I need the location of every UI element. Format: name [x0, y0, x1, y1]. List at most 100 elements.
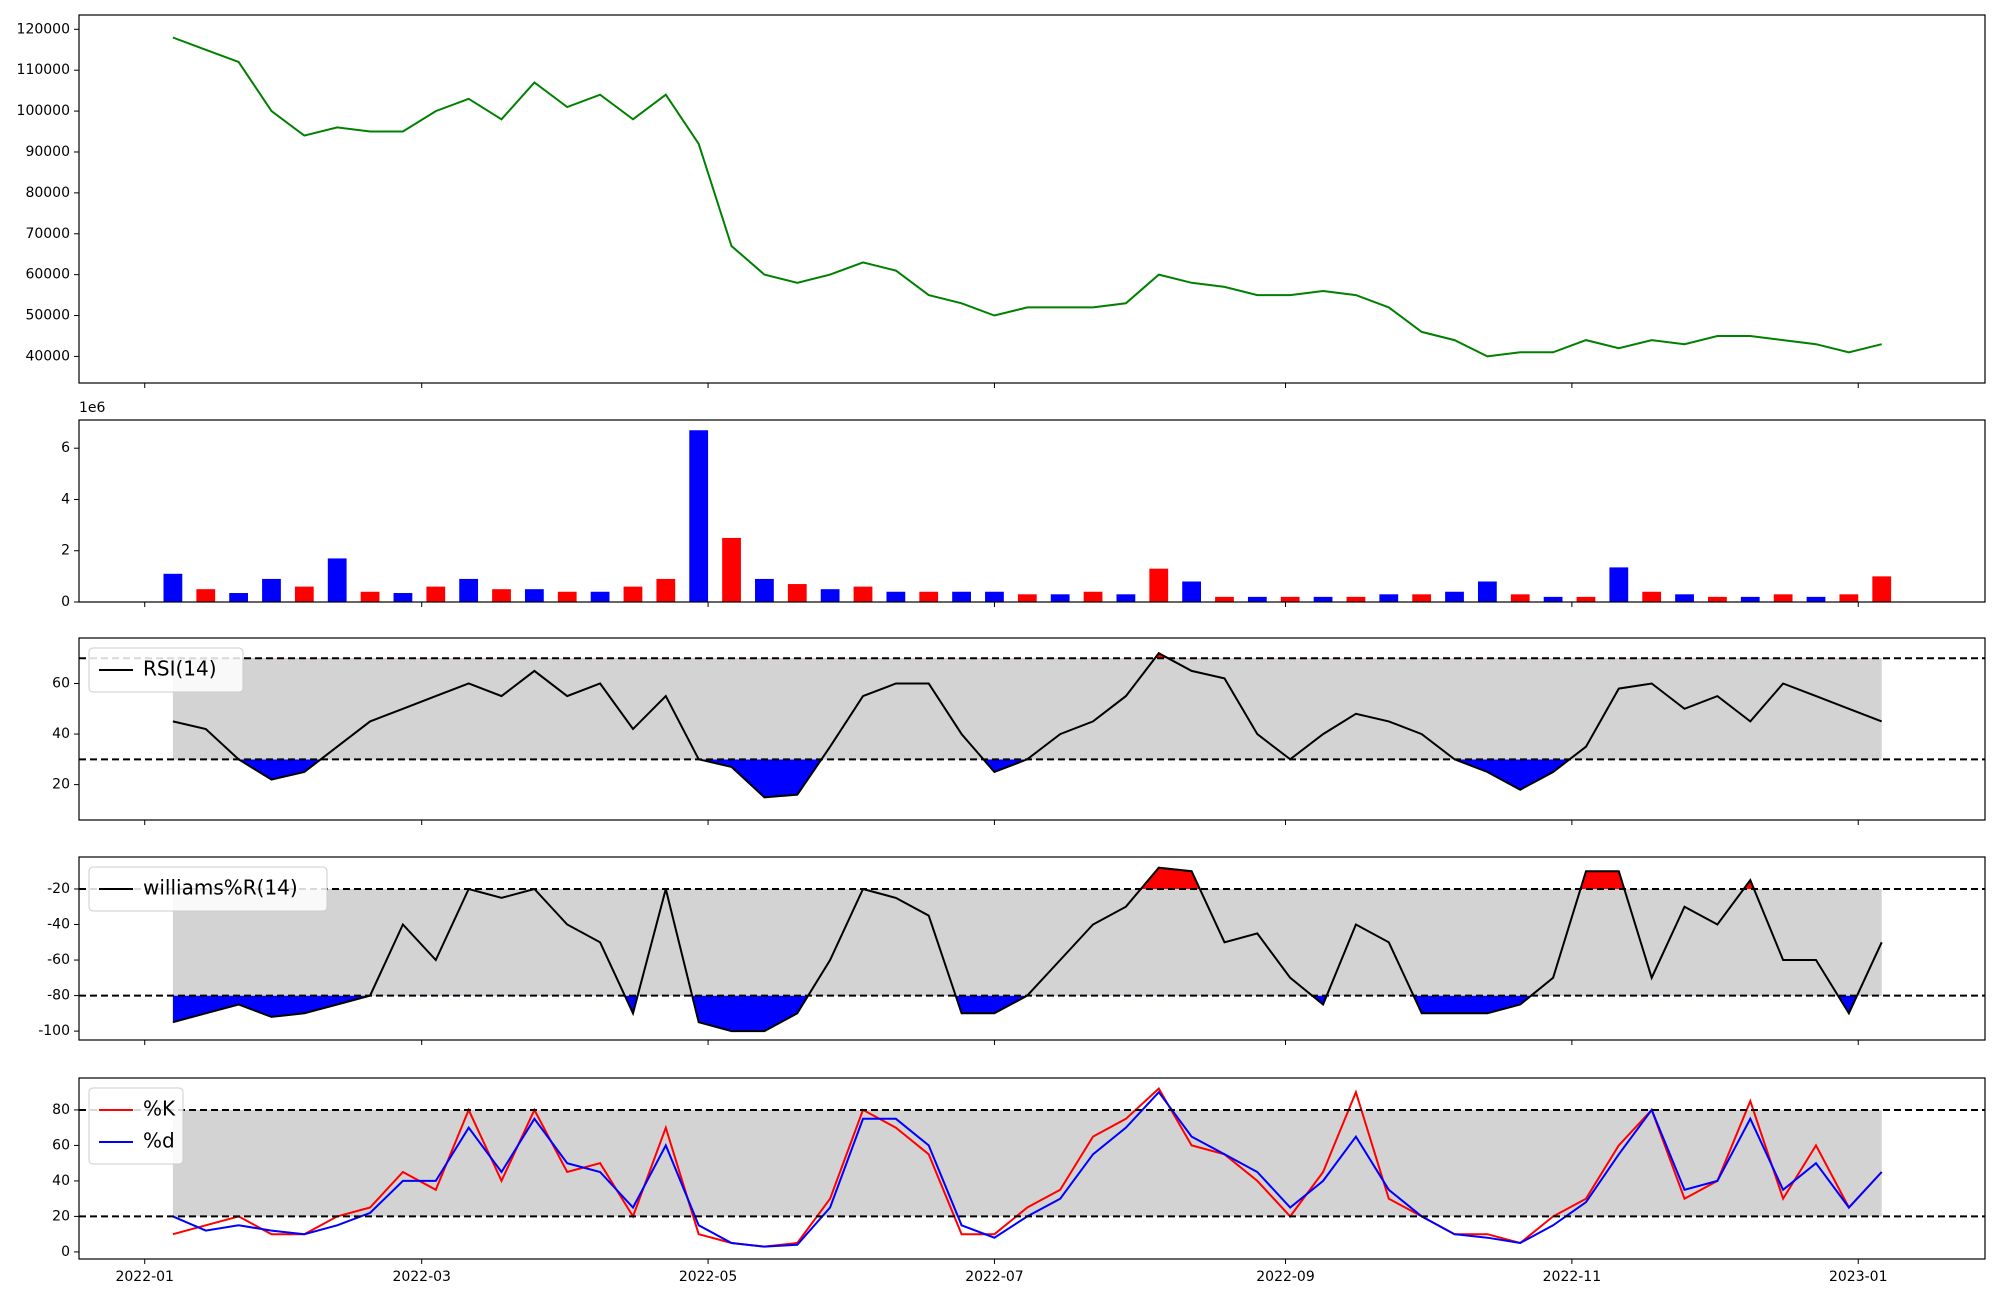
offset-label: 1e6	[79, 400, 106, 416]
legend-label: %d	[143, 1129, 175, 1153]
legend-label: williams%R(14)	[143, 876, 298, 900]
volume-bar	[294, 586, 314, 602]
x-tick-label: 2022-09	[1256, 1269, 1315, 1285]
volume-bar	[196, 589, 216, 602]
volume-bar	[1017, 594, 1037, 602]
y-tick-label: 0	[61, 594, 70, 610]
volume-bar	[1313, 596, 1333, 602]
volume-bar	[393, 593, 413, 602]
volume-bar	[1609, 567, 1629, 602]
volume-bar	[229, 593, 249, 602]
legend-box	[88, 1087, 184, 1165]
volume-bar	[1083, 591, 1103, 602]
volume-bar	[1806, 596, 1826, 602]
volume-bar	[1215, 596, 1234, 602]
panel-frame	[78, 856, 1986, 1041]
volume-bar	[1050, 594, 1070, 602]
volume-bar	[787, 584, 807, 602]
volume-bar	[163, 573, 183, 602]
panel-frame	[78, 419, 1986, 603]
y-tick-label: 40	[52, 1173, 70, 1189]
volume-bar	[853, 586, 873, 602]
y-tick-label: 110000	[17, 62, 70, 78]
volume-bar	[820, 589, 840, 602]
y-tick-label: -20	[47, 881, 70, 897]
panel-frame	[78, 1077, 1986, 1260]
volume-bar	[1872, 576, 1892, 602]
y-tick-label: -40	[47, 917, 70, 933]
legend-box	[88, 866, 328, 912]
volume-bar	[1247, 596, 1267, 602]
volume-bar	[492, 589, 511, 602]
y-tick-label: 6	[61, 440, 70, 456]
volume-bar	[590, 591, 610, 602]
volume-bar	[1543, 596, 1563, 602]
volume-bar	[919, 591, 939, 602]
y-tick-label: 60	[52, 676, 70, 692]
y-tick-label: 70000	[25, 226, 70, 242]
x-tick-label: 2022-01	[115, 1269, 174, 1285]
y-tick-label: 20	[52, 777, 70, 793]
y-tick-label: 40000	[25, 348, 70, 364]
y-tick-label: -80	[47, 988, 70, 1004]
volume-bar	[985, 591, 1004, 602]
y-tick-label: 60000	[25, 267, 70, 283]
y-tick-label: 80	[52, 1102, 70, 1118]
volume-bar	[1149, 568, 1169, 602]
volume-bar	[1477, 581, 1497, 602]
volume-bar	[1379, 594, 1399, 602]
volume-bar	[459, 578, 479, 602]
volume-bar	[1675, 594, 1694, 602]
volume-bar	[1740, 596, 1760, 602]
volume-bar	[262, 578, 281, 602]
volume-bar	[952, 591, 971, 602]
volume-bar	[656, 578, 676, 602]
band	[172, 888, 1882, 996]
volume-bar	[1576, 596, 1596, 602]
legend-label: %K	[143, 1097, 176, 1121]
volume-bar	[755, 578, 774, 602]
y-tick-label: 90000	[25, 144, 70, 160]
y-tick-label: 100000	[17, 103, 70, 119]
volume-bar	[1182, 581, 1202, 602]
y-tick-label: 0	[61, 1244, 70, 1260]
y-tick-label: 50000	[25, 308, 70, 324]
line	[172, 1087, 1883, 1248]
volume-bar	[1510, 594, 1530, 602]
y-tick-label: 60	[52, 1137, 70, 1153]
panel-frame	[78, 14, 1986, 384]
volume-bar	[524, 589, 544, 602]
y-tick-label: 4	[61, 491, 70, 507]
volume-bar	[557, 591, 577, 602]
line	[172, 36, 1882, 358]
x-tick-label: 2022-05	[679, 1269, 738, 1285]
volume-bar	[426, 586, 446, 602]
volume-bar	[327, 558, 347, 602]
fill-below	[172, 995, 1882, 1032]
volume-bar	[722, 537, 741, 602]
panel-frame	[78, 637, 1986, 821]
x-tick-label: 2022-07	[965, 1269, 1024, 1285]
x-tick-label: 2023-01	[1829, 1269, 1888, 1285]
x-tick-label: 2022-11	[1543, 1269, 1602, 1285]
y-tick-label: 20	[52, 1208, 70, 1224]
legend-box	[88, 647, 244, 693]
y-tick-label: -60	[47, 952, 70, 968]
volume-bar	[623, 586, 643, 602]
y-tick-label: 80000	[25, 185, 70, 201]
legend-label: RSI(14)	[143, 657, 217, 681]
fill-above	[1140, 867, 1754, 889]
volume-bar	[886, 591, 906, 602]
band	[172, 658, 1882, 760]
volume-bar	[1445, 591, 1464, 602]
volume-bar	[1116, 594, 1136, 602]
x-tick-label: 2022-03	[392, 1269, 451, 1285]
volume-bar	[1708, 596, 1727, 602]
band	[172, 1109, 1882, 1217]
y-tick-label: -100	[38, 1023, 70, 1039]
volume-bar	[689, 430, 709, 602]
volume-bar	[1346, 596, 1366, 602]
volume-bar	[1773, 594, 1793, 602]
y-tick-label: 120000	[17, 21, 70, 37]
y-tick-label: 40	[52, 726, 70, 742]
